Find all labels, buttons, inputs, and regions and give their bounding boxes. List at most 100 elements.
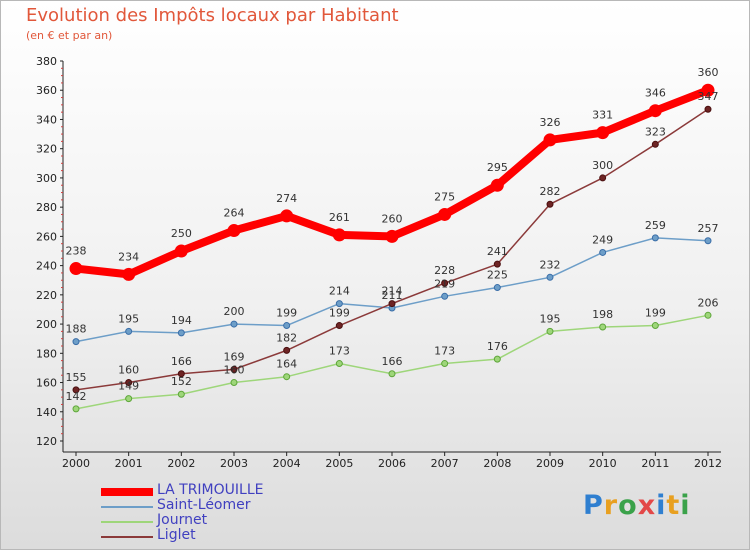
x-tick-label: 2011 (641, 457, 669, 470)
data-label-journet: 199 (645, 307, 666, 320)
data-point-la-trimouille (280, 209, 294, 223)
data-label-la-trimouille: 238 (66, 245, 87, 258)
data-point-journet (72, 405, 80, 413)
data-label-liglet: 228 (434, 264, 455, 277)
y-tick-label: 240 (36, 260, 57, 273)
data-point-journet (230, 379, 238, 387)
x-tick-label: 2000 (62, 457, 90, 470)
legend-swatch-la-trimouille (101, 488, 153, 496)
data-label-liglet: 241 (487, 245, 508, 258)
y-tick-label: 120 (36, 435, 57, 448)
data-label-journet: 173 (434, 345, 455, 358)
data-label-liglet: 182 (276, 331, 297, 344)
x-tick-label: 2010 (589, 457, 617, 470)
logo-letter: o (618, 490, 638, 521)
data-label-journet: 160 (224, 364, 245, 377)
data-point-liglet (599, 174, 607, 182)
data-point-liglet (335, 322, 343, 330)
data-label-saint-leomer: 214 (329, 285, 350, 298)
data-point-saint-leomer (704, 237, 712, 245)
data-point-saint-leomer (125, 327, 133, 335)
data-label-liglet: 300 (592, 159, 613, 172)
data-label-la-trimouille: 274 (276, 192, 297, 205)
data-label-saint-leomer: 199 (276, 307, 297, 320)
data-point-journet (704, 311, 712, 319)
data-label-liglet: 323 (645, 125, 666, 138)
x-tick-label: 2006 (378, 457, 406, 470)
data-label-liglet: 214 (382, 285, 403, 298)
data-label-la-trimouille: 261 (329, 211, 350, 224)
data-point-la-trimouille (438, 207, 452, 221)
data-label-liglet: 166 (171, 355, 192, 368)
data-label-journet: 152 (171, 375, 192, 388)
data-label-journet: 149 (118, 380, 139, 393)
chart-title: Evolution des Impôts locaux par Habitant (26, 5, 399, 26)
data-label-saint-leomer: 232 (540, 258, 561, 271)
data-label-liglet: 169 (224, 350, 245, 363)
chart-subtitle: (en € et par an) (26, 29, 113, 42)
data-point-journet (177, 390, 185, 398)
data-label-saint-leomer: 249 (592, 233, 613, 246)
series-line-la-trimouille (72, 86, 712, 279)
data-point-saint-leomer (599, 248, 607, 256)
data-label-liglet: 160 (118, 364, 139, 377)
data-label-journet: 198 (592, 308, 613, 321)
data-label-saint-leomer: 259 (645, 219, 666, 232)
logo-letter: x (637, 490, 657, 521)
legend-label-liglet: Liglet (157, 527, 196, 543)
x-tick-label: 2002 (167, 457, 195, 470)
y-tick-label: 260 (36, 230, 57, 243)
y-tick-label: 340 (36, 113, 57, 126)
data-label-saint-leomer: 200 (224, 305, 245, 318)
data-point-journet (335, 360, 343, 368)
data-point-liglet (230, 365, 238, 373)
data-label-la-trimouille: 331 (592, 109, 613, 122)
data-point-saint-leomer (493, 284, 501, 292)
data-label-saint-leomer: 211 (382, 289, 403, 302)
data-point-la-trimouille (174, 244, 188, 258)
y-tick-label: 140 (36, 406, 57, 419)
x-tick-label: 2009 (536, 457, 564, 470)
data-label-saint-leomer: 195 (118, 312, 139, 325)
data-point-journet (651, 322, 659, 330)
data-point-la-trimouille (701, 83, 715, 97)
y-tick-label: 180 (36, 347, 57, 360)
data-point-liglet (283, 346, 291, 354)
data-label-liglet: 282 (540, 185, 561, 198)
data-point-liglet (493, 260, 501, 268)
data-point-saint-leomer (546, 273, 554, 281)
data-point-liglet (651, 140, 659, 148)
data-label-liglet: 199 (329, 307, 350, 320)
y-tick-label: 380 (36, 55, 57, 68)
y-tick-label: 160 (36, 377, 57, 390)
data-point-la-trimouille (227, 224, 241, 238)
data-point-liglet (72, 386, 80, 394)
data-point-liglet (441, 279, 449, 287)
data-label-saint-leomer: 194 (171, 314, 192, 327)
logo-letter: t (666, 490, 681, 521)
data-point-liglet (546, 200, 554, 208)
x-tick-label: 2012 (694, 457, 722, 470)
data-label-liglet: 347 (698, 90, 719, 103)
data-label-journet: 195 (540, 312, 561, 325)
data-point-saint-leomer (177, 329, 185, 337)
data-point-la-trimouille (332, 228, 346, 242)
data-point-la-trimouille (122, 267, 136, 281)
data-point-saint-leomer (230, 320, 238, 328)
data-point-journet (125, 395, 133, 403)
legend-swatch-journet (101, 521, 153, 523)
logo-letter: P (583, 490, 604, 521)
data-label-la-trimouille: 346 (645, 87, 666, 100)
data-point-saint-leomer (335, 300, 343, 308)
logo-letter: i (680, 490, 691, 521)
data-point-liglet (388, 300, 396, 308)
data-point-liglet (177, 370, 185, 378)
data-label-saint-leomer: 219 (434, 277, 455, 290)
x-tick-label: 2007 (431, 457, 459, 470)
y-tick-label: 280 (36, 201, 57, 214)
legend-label-la-trimouille: LA TRIMOUILLE (157, 482, 264, 498)
data-label-la-trimouille: 295 (487, 161, 508, 174)
data-point-la-trimouille (543, 133, 557, 147)
